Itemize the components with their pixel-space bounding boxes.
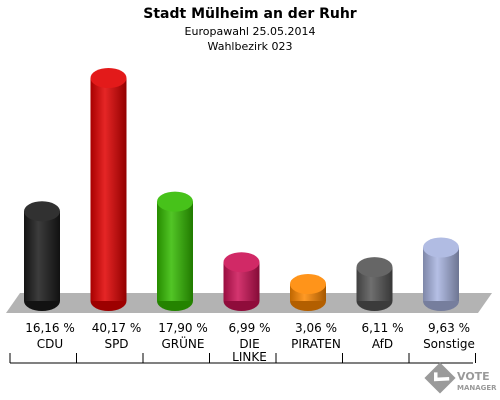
category-label-afd: AfD [372,337,393,351]
category-label-sonstige: Sonstige [423,337,475,351]
bar-top-piraten [290,274,326,295]
chart-subtitle-election: Europawahl 25.05.2014 [185,25,316,38]
value-label-afd: 6,11 % [362,321,404,335]
category-label-spd: SPD [104,337,128,351]
value-label-sonstige: 9,63 % [428,321,470,335]
category-label-die-linke: DIE LINKE [232,337,267,364]
bar-top-die-linke [223,252,260,273]
chart-title: Stadt Mülheim an der Ruhr [143,6,357,22]
value-label-spd: 40,17 % [92,321,142,335]
bar-spd [90,68,127,311]
checkmark-icon [424,362,456,394]
value-label-die-linke: 6,99 % [229,321,271,335]
bars-group [24,68,459,311]
value-label-piraten: 3,06 % [295,321,337,335]
chart-subtitle-district: Wahlbezirk 023 [208,40,293,53]
logo-text-manager: MANAGER [457,384,497,392]
logo-text-vote: VOTE [457,370,490,383]
bar-piraten [290,274,326,311]
value-label-cdu: 16,16 % [25,321,75,335]
bar-sonstige [423,237,459,311]
bar-body-cdu [24,211,60,301]
category-label-cdu: CDU [37,337,63,351]
vote-manager-logo: VOTE MANAGER [424,362,497,394]
bar-body-gr-ne [157,201,193,301]
bar-top-sonstige [423,237,459,258]
bar-cdu [24,201,60,311]
bar-die-linke [223,252,260,311]
bar-top-cdu [24,201,60,222]
bar-top-gr-ne [157,191,193,212]
value-labels-group: 16,16 % 40,17 % 17,90 % 6,99 % 3,06 % 6,11 % 9… [25,321,470,335]
category-labels-group: CDU SPD GRÜNE DIE LINKE PIRATEN AfD Sonstige [37,335,475,364]
value-label-gr-ne: 17,90 % [158,321,208,335]
bar-top-afd [356,257,393,278]
bar-body-spd [90,78,127,301]
category-label-piraten: PIRATEN [291,337,341,351]
axis-ticks-group [9,353,476,363]
bar-gr-ne [157,191,193,311]
bar-top-spd [90,68,127,88]
bar-afd [356,257,393,311]
category-label-gr-ne: GRÜNE [162,335,205,351]
